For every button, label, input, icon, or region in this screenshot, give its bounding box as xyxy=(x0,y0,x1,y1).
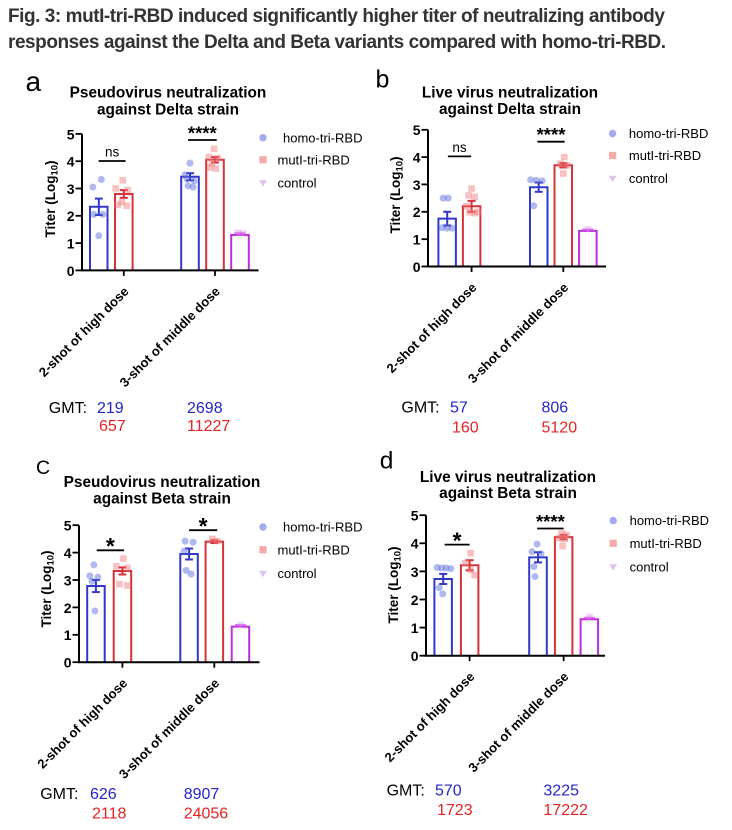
svg-text:2: 2 xyxy=(67,208,75,224)
svg-text:mutI-tri-RBD: mutI-tri-RBD xyxy=(630,536,702,551)
svg-text:*: * xyxy=(106,533,115,559)
svg-text:Fig. 3: mutI-tri-RBD induced s: Fig. 3: mutI-tri-RBD induced significant… xyxy=(8,6,665,27)
svg-text:Titer (Log10): Titer (Log10) xyxy=(39,550,57,627)
svg-text:0: 0 xyxy=(411,648,419,664)
svg-text:2-shot of high dose: 2-shot of high dose xyxy=(382,669,478,765)
svg-text:3: 3 xyxy=(413,177,421,193)
svg-text:Titer (Log10): Titer (Log10) xyxy=(43,160,61,237)
svg-text:219: 219 xyxy=(97,400,124,417)
svg-text:control: control xyxy=(278,176,317,191)
svg-text:control: control xyxy=(630,560,669,575)
svg-text:4: 4 xyxy=(411,536,419,552)
svg-text:ns: ns xyxy=(105,145,120,160)
svg-text:Live virus neutralization: Live virus neutralization xyxy=(420,469,596,486)
svg-text:8907: 8907 xyxy=(184,786,220,803)
svg-text:3-shot of middle dose: 3-shot of middle dose xyxy=(117,284,223,390)
svg-text:5: 5 xyxy=(67,126,75,142)
svg-text:control: control xyxy=(629,171,668,186)
svg-text:3-shot of middle dose: 3-shot of middle dose xyxy=(465,669,571,775)
svg-text:2: 2 xyxy=(411,592,419,608)
svg-text:17222: 17222 xyxy=(543,802,588,819)
svg-text:homo-tri-RBD: homo-tri-RBD xyxy=(629,126,708,141)
svg-text:b: b xyxy=(376,66,390,94)
svg-text:57: 57 xyxy=(450,400,468,417)
svg-text:GMT:: GMT: xyxy=(401,400,439,417)
svg-text:657: 657 xyxy=(99,418,126,435)
svg-text:1: 1 xyxy=(67,236,75,252)
svg-text:3: 3 xyxy=(67,181,75,197)
svg-text:Live virus neutralization: Live virus neutralization xyxy=(422,85,598,102)
svg-text:C: C xyxy=(36,457,50,479)
svg-text:Pseudovirus neutralization: Pseudovirus neutralization xyxy=(70,84,267,101)
svg-text:ns: ns xyxy=(452,140,467,155)
svg-text:****: **** xyxy=(536,511,566,532)
svg-text:3: 3 xyxy=(411,564,419,580)
svg-text:mutI-tri-RBD: mutI-tri-RBD xyxy=(278,152,350,167)
svg-text:homo-tri-RBD: homo-tri-RBD xyxy=(630,513,709,528)
svg-text:1: 1 xyxy=(413,232,421,248)
svg-text:3225: 3225 xyxy=(543,782,579,799)
svg-text:****: **** xyxy=(188,122,218,143)
svg-text:d: d xyxy=(380,447,394,474)
svg-text:mutI-tri-RBD: mutI-tri-RBD xyxy=(629,148,701,163)
svg-text:GMT:: GMT: xyxy=(40,786,78,803)
svg-text:3: 3 xyxy=(64,572,72,588)
svg-text:GMT:: GMT: xyxy=(387,782,425,799)
svg-text:4: 4 xyxy=(67,154,75,170)
svg-text:24056: 24056 xyxy=(184,805,229,822)
svg-text:mutI-tri-RBD: mutI-tri-RBD xyxy=(278,542,350,557)
svg-text:against Beta strain: against Beta strain xyxy=(93,491,231,508)
svg-text:Titer (Log10): Titer (Log10) xyxy=(388,156,406,233)
svg-text:2-shot of high dose: 2-shot of high dose xyxy=(36,284,132,380)
svg-text:0: 0 xyxy=(413,259,421,275)
svg-text:a: a xyxy=(26,66,42,97)
svg-text:5120: 5120 xyxy=(542,419,578,436)
svg-text:against Beta strain: against Beta strain xyxy=(439,485,577,502)
svg-text:2118: 2118 xyxy=(92,805,127,822)
svg-text:homo-tri-RBD: homo-tri-RBD xyxy=(283,520,362,535)
svg-text:626: 626 xyxy=(90,786,117,803)
svg-text:5: 5 xyxy=(413,122,421,138)
svg-text:1: 1 xyxy=(64,627,72,643)
svg-text:Titer (Log10): Titer (Log10) xyxy=(386,546,404,623)
svg-text:2-shot of high dose: 2-shot of high dose xyxy=(384,280,480,376)
svg-text:Pseudovirus neutralization: Pseudovirus neutralization xyxy=(64,474,261,491)
svg-text:control: control xyxy=(278,566,317,581)
svg-text:2-shot of high dose: 2-shot of high dose xyxy=(34,676,130,772)
svg-text:4: 4 xyxy=(64,545,72,561)
svg-text:0: 0 xyxy=(67,263,75,279)
svg-text:570: 570 xyxy=(435,782,462,799)
svg-text:1: 1 xyxy=(411,620,419,636)
svg-text:****: **** xyxy=(537,124,567,145)
svg-text:4: 4 xyxy=(413,150,421,166)
svg-text:homo-tri-RBD: homo-tri-RBD xyxy=(283,130,362,145)
svg-text:5: 5 xyxy=(411,508,419,524)
svg-text:against Delta strain: against Delta strain xyxy=(439,101,581,118)
svg-text:11227: 11227 xyxy=(187,418,230,435)
svg-text:GMT:: GMT: xyxy=(49,400,87,417)
svg-text:*: * xyxy=(453,527,462,553)
svg-text:responses against the Delta an: responses against the Delta and Beta var… xyxy=(8,32,666,53)
svg-text:160: 160 xyxy=(452,419,479,436)
svg-text:2698: 2698 xyxy=(187,400,223,417)
svg-text:3-shot of middle dose: 3-shot of middle dose xyxy=(116,676,222,782)
svg-text:2: 2 xyxy=(413,204,421,220)
svg-text:806: 806 xyxy=(542,400,569,417)
svg-text:2: 2 xyxy=(64,600,72,616)
svg-text:*: * xyxy=(199,513,208,539)
svg-text:3-shot of middle dose: 3-shot of middle dose xyxy=(465,280,571,386)
svg-text:5: 5 xyxy=(64,518,72,534)
svg-text:1723: 1723 xyxy=(437,802,473,819)
svg-text:against Delta strain: against Delta strain xyxy=(97,101,239,118)
svg-text:0: 0 xyxy=(64,655,72,671)
